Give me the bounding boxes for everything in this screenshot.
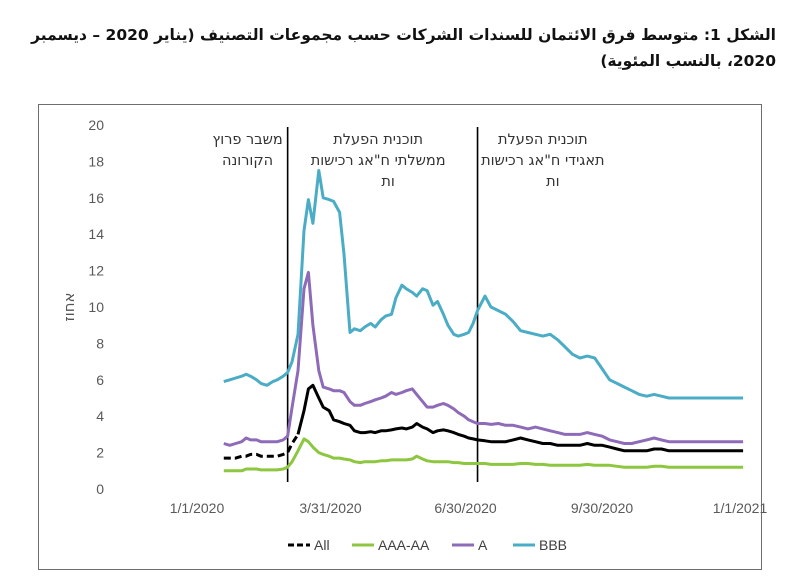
y-tick-label: 14 [88, 226, 104, 242]
y-tick-label: 18 [88, 153, 104, 169]
y-tick-label: 6 [96, 372, 104, 388]
x-tick-label: 1/1/2020 [170, 500, 225, 516]
y-tick-label: 16 [88, 190, 104, 206]
x-tick-label: 9/30/2020 [571, 500, 633, 516]
series-line-a [223, 270, 744, 447]
caption-line-1: الشكل 1: متوسط فرق الائتمان للسندات الشر… [31, 26, 776, 44]
series-group [223, 169, 744, 473]
y-tick-label: 10 [88, 299, 104, 315]
legend: All AAA-AA A BBB [288, 537, 567, 553]
axes-group: 0 2 4 6 8 10 12 14 16 18 20 1/1/2020 3/31/2020 6/30/2… [60, 117, 767, 516]
y-tick-label: 4 [96, 408, 104, 424]
series-line-all-dashed [223, 433, 300, 460]
series-line-aaa-aa [223, 437, 744, 473]
annotation-text: ות [546, 174, 559, 190]
caption-line-2: 2020، بالنسب المئوية) [600, 52, 776, 70]
annotation-text: משבר פרוץ [212, 132, 282, 148]
annotation-text: תוכנית הפעלת [498, 132, 588, 148]
legend-label-aaa-aa: AAA-AA [378, 537, 430, 553]
annotation-text: ממשלתי ח"אג רכישות [311, 153, 446, 169]
x-tick-label: 3/31/2020 [299, 500, 361, 516]
y-tick-label: 12 [88, 263, 104, 279]
chart-frame [38, 104, 762, 570]
legend-label-bbb: BBB [539, 537, 567, 553]
x-tick-label: 6/30/2020 [434, 500, 496, 516]
annotation-text: תוכנית הפעלת [333, 132, 423, 148]
y-axis-label: אחוז [60, 292, 78, 321]
x-tick-label: 1/1/2021 [713, 500, 768, 516]
figure-caption: الشكل 1: متوسط فرق الائتمان للسندات الشر… [16, 22, 776, 74]
period-annotations: משבר פרוץ הקורונה תוכנית הפעלת ממשלתי ח"אג … [212, 132, 604, 190]
y-tick-label: 8 [96, 335, 104, 351]
y-tick-label: 20 [88, 117, 104, 133]
y-tick-label: 2 [96, 445, 104, 461]
series-line-all [296, 383, 744, 453]
annotation-text: הקורונה [222, 153, 273, 169]
legend-label-all: All [314, 537, 330, 553]
legend-label-a: A [478, 537, 488, 553]
annotation-text: תאגידי ח"אג רכישות [481, 153, 604, 169]
y-tick-label: 0 [96, 481, 104, 497]
annotation-text: ות [381, 174, 394, 190]
series-line-bbb [223, 169, 744, 400]
